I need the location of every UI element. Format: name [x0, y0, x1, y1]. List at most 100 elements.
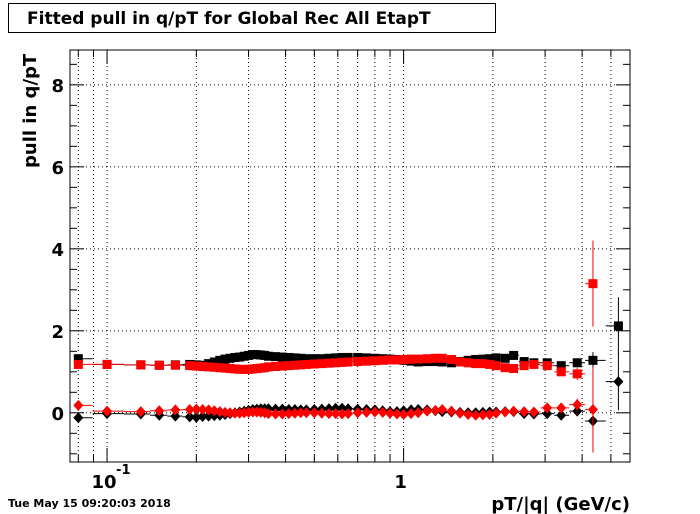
data-point: [463, 358, 473, 368]
data-point: [317, 354, 327, 364]
data-point: [204, 362, 214, 372]
y-tick-label: 8: [51, 76, 64, 97]
y-tick-label: 2: [51, 322, 64, 343]
data-point: [484, 408, 495, 420]
data-point: [588, 279, 598, 289]
data-point: [263, 362, 273, 372]
data-point: [225, 353, 235, 363]
data-point: [519, 406, 530, 418]
data-point: [185, 361, 195, 371]
data-point: [437, 353, 447, 363]
data-point: [470, 409, 481, 421]
data-point: [154, 405, 165, 417]
axes: 0 2 4 6 8 10-1 1: [51, 50, 630, 493]
data-point: [398, 408, 409, 420]
data-point: [509, 350, 519, 360]
data-point: [362, 356, 372, 366]
data-point: [430, 404, 441, 416]
chart-title-box: Fitted pull in q/pT for Global Rec All E…: [8, 3, 496, 33]
data-point: [135, 406, 146, 418]
data-point: [277, 352, 287, 362]
data-point: [352, 407, 363, 419]
data-point: [337, 402, 348, 414]
data-point: [370, 356, 380, 366]
data-point: [271, 352, 281, 362]
data-point: [491, 353, 501, 363]
data-point: [203, 410, 214, 422]
data-point: [309, 359, 319, 369]
data-point: [478, 359, 488, 369]
data-point: [198, 361, 208, 371]
data-point: [184, 404, 195, 416]
data-point: [324, 353, 334, 363]
data-point: [613, 376, 624, 388]
data-point: [316, 407, 327, 419]
data-point: [337, 357, 347, 367]
data-point: [289, 407, 300, 419]
data-point: [399, 355, 409, 365]
y-tick-label: 6: [51, 158, 64, 179]
y-tick-label: 0: [51, 404, 64, 425]
data-point: [478, 354, 488, 364]
data-point: [191, 411, 202, 423]
data-point: [455, 407, 466, 419]
data-point: [413, 354, 423, 364]
data-point: [309, 354, 319, 364]
data-point: [73, 354, 83, 364]
data-point: [271, 361, 281, 371]
data-point: [284, 361, 294, 371]
data-point: [197, 410, 208, 422]
data-point: [209, 357, 219, 367]
data-point: [317, 359, 327, 369]
data-point: [385, 355, 395, 365]
data-point: [283, 408, 294, 420]
data-point: [343, 408, 354, 420]
data-point: [309, 407, 320, 419]
data-point: [324, 358, 334, 368]
data-point: [406, 408, 417, 420]
data-point: [230, 364, 240, 374]
data-point: [500, 353, 510, 363]
data-point: [191, 403, 202, 415]
data-point: [220, 354, 230, 364]
data-point: [290, 360, 300, 370]
data-point: [446, 355, 456, 365]
data-point: [556, 402, 567, 414]
data-point: [277, 408, 288, 420]
data-point: [220, 363, 230, 373]
data-point: [337, 352, 347, 362]
data-point: [377, 406, 388, 418]
data-point: [528, 406, 539, 418]
y-tick-label: 4: [51, 240, 64, 261]
data-point: [413, 407, 424, 419]
data-point: [215, 355, 225, 365]
data-point: [225, 364, 235, 374]
data-point: [263, 408, 274, 420]
data-point: [542, 402, 553, 414]
data-point: [491, 407, 502, 419]
data-point: [392, 355, 402, 365]
chart-title: Fitted pull in q/pT for Global Rec All E…: [27, 9, 431, 29]
data-point: [353, 357, 363, 367]
data-point: [235, 352, 245, 362]
data-point: [102, 405, 113, 417]
data-point: [446, 405, 457, 417]
x-tick-label-exponent: -1: [116, 463, 130, 478]
data-point: [343, 352, 353, 362]
data-point: [471, 359, 481, 369]
data-point: [477, 409, 488, 421]
data-point: [301, 407, 312, 419]
data-point: [73, 359, 83, 369]
data-point: [323, 408, 334, 420]
data-point: [170, 410, 181, 422]
x-axis-label: pT/|q| (GeV/c): [491, 494, 630, 514]
data-point: [296, 353, 306, 363]
data-point: [343, 357, 353, 367]
data-point: [331, 353, 341, 363]
data-point: [491, 361, 501, 371]
data-point: [391, 408, 402, 420]
data-point: [430, 353, 440, 363]
data-point: [277, 361, 287, 371]
data-point: [406, 354, 416, 364]
data-point: [369, 406, 380, 418]
